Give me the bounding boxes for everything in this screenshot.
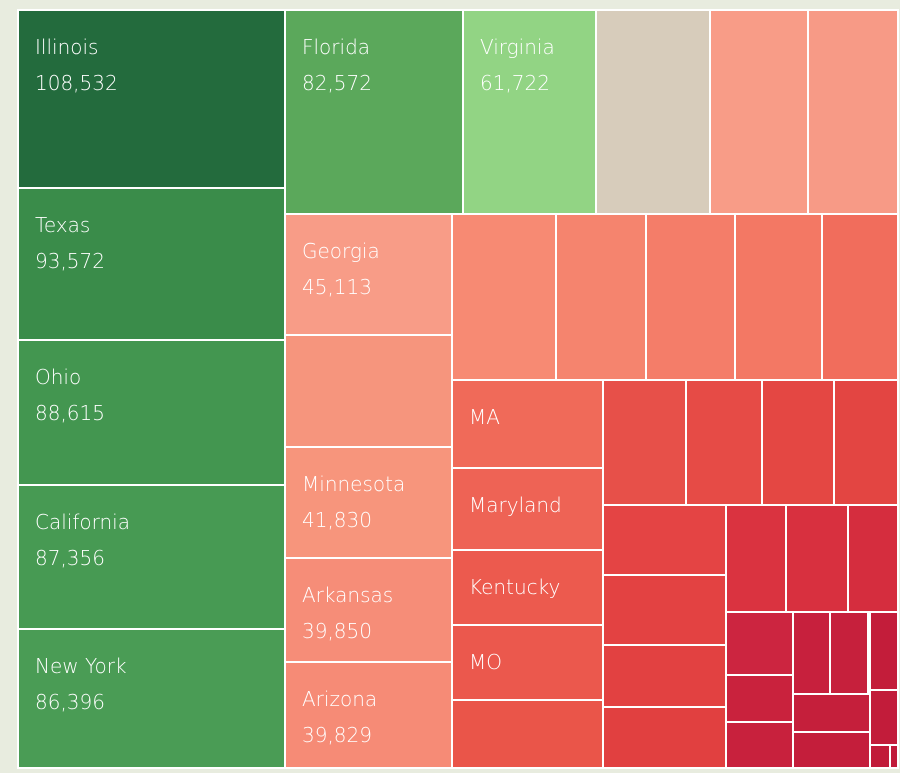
cell-value: 39,829 [302, 723, 372, 747]
cell-label: Illinois [35, 35, 98, 59]
treemap-cell [821, 213, 899, 381]
cell-label: New York [35, 654, 127, 678]
cell-label: Florida [302, 35, 370, 59]
treemap-cell [685, 379, 763, 506]
treemap-cell [284, 334, 453, 448]
treemap-cell [645, 213, 736, 381]
treemap-cell [17, 9, 286, 189]
treemap-cell [17, 187, 286, 341]
treemap-cell [792, 731, 871, 769]
cell-value: 93,572 [35, 249, 105, 273]
treemap-cell [595, 9, 711, 215]
treemap-cell [451, 624, 604, 701]
treemap-cell [602, 706, 727, 769]
treemap-cell [734, 213, 823, 381]
treemap-cell [17, 484, 286, 630]
cell-value: 87,356 [35, 546, 105, 570]
cell-label: Texas [35, 213, 90, 237]
treemap-cell [284, 213, 453, 336]
cell-label: Arkansas [302, 583, 393, 607]
treemap-cell [284, 661, 453, 769]
treemap-cell [451, 699, 604, 769]
cell-value: 88,615 [35, 401, 105, 425]
cell-label: Ohio [35, 365, 81, 389]
treemap-cell [555, 213, 647, 381]
cell-label: California [35, 510, 130, 534]
treemap-cell [785, 504, 849, 613]
treemap-cell [829, 611, 869, 695]
cell-value: 108,532 [35, 71, 118, 95]
treemap-cell [833, 379, 899, 506]
treemap-cell [451, 379, 604, 469]
cell-value: 82,572 [302, 71, 372, 95]
treemap-cell [792, 693, 871, 733]
treemap-cell [709, 9, 809, 215]
cell-value: 61,722 [480, 71, 550, 95]
cell-value: 45,113 [302, 275, 372, 299]
cell-value: 86,396 [35, 690, 105, 714]
treemap-cell [869, 744, 891, 769]
treemap-cell [847, 504, 899, 613]
treemap-cell [807, 9, 899, 215]
treemap-cell [451, 213, 557, 381]
treemap-cell [602, 504, 727, 576]
treemap-cell [602, 574, 727, 646]
treemap-cell [725, 611, 794, 676]
cell-value: 39,850 [302, 619, 372, 643]
treemap-cell [869, 689, 899, 746]
cell-label: Minnesota [302, 472, 405, 496]
cell-label: Arizona [302, 687, 377, 711]
treemap-cell [17, 628, 286, 769]
cell-label: Georgia [302, 239, 380, 263]
treemap-cell [889, 744, 899, 769]
treemap-cell [284, 557, 453, 663]
treemap-cell [792, 611, 831, 695]
cell-label: Kentucky [469, 575, 560, 599]
cell-label: Virginia [480, 35, 555, 59]
cell-label: MA [469, 405, 500, 429]
cell-value: 41,830 [302, 508, 372, 532]
treemap-cell [869, 611, 899, 691]
treemap-cell [725, 504, 787, 613]
treemap-cell [761, 379, 835, 506]
treemap-cell [725, 674, 794, 723]
treemap-cell [725, 721, 794, 769]
treemap-cell [284, 446, 453, 559]
treemap-cell [17, 339, 286, 486]
cell-label: MO [469, 650, 502, 674]
treemap-cell [602, 379, 687, 506]
treemap-cell [602, 644, 727, 708]
cell-label: Maryland [469, 493, 562, 517]
treemap-cell [451, 467, 604, 551]
treemap-cell [462, 9, 597, 215]
